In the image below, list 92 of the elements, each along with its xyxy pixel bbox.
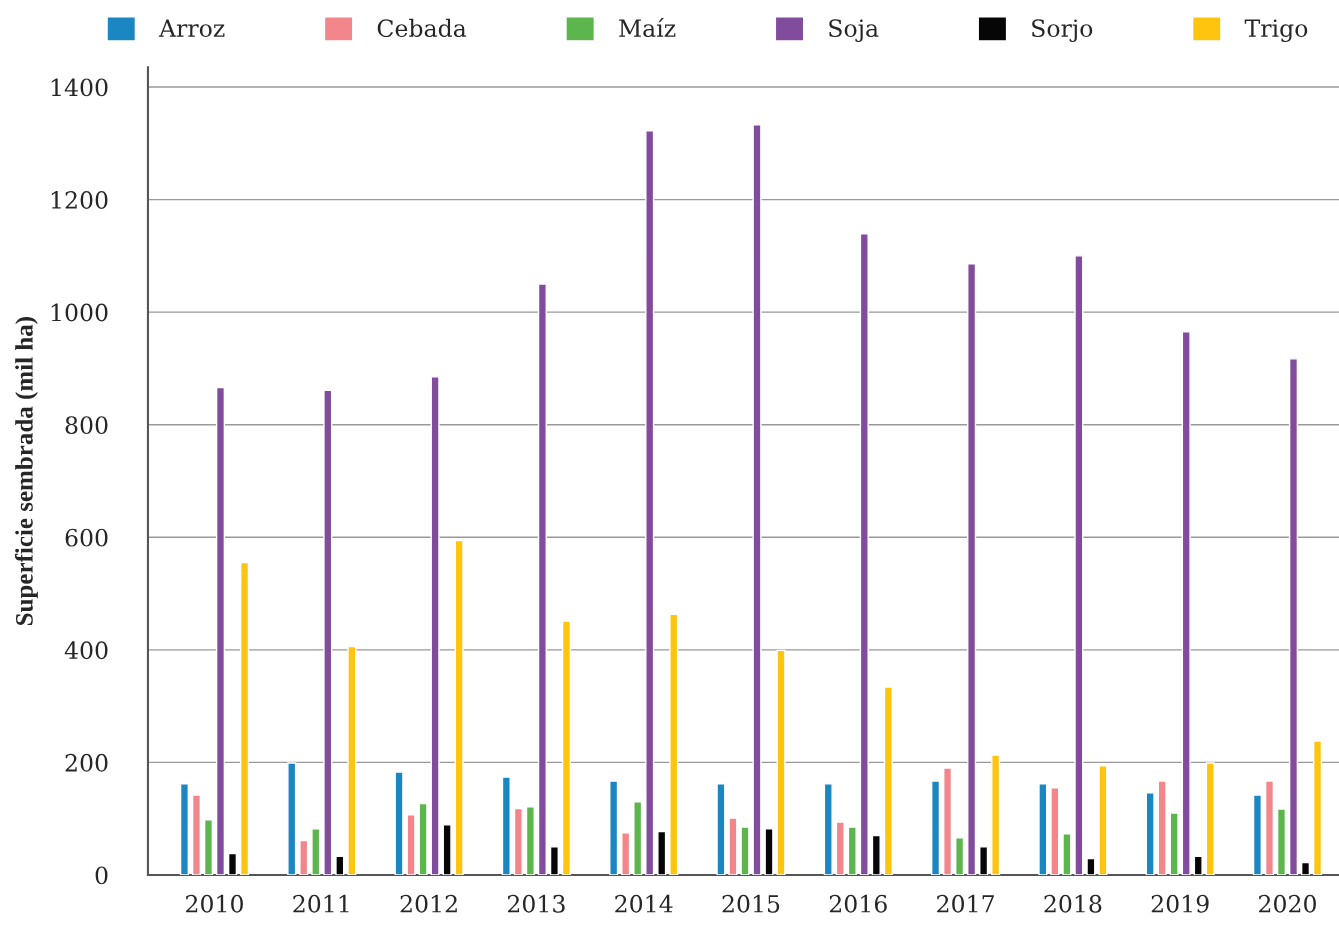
legend-label: Cebada [377,18,467,38]
bar [287,762,297,875]
legend-label: Arroz [158,19,225,38]
x-tick-label: 2011 [293,894,349,913]
bar [442,824,452,875]
bar [1276,808,1287,875]
bar [513,807,523,875]
bar [847,826,857,875]
bar [752,124,762,875]
bar [1062,833,1072,875]
bar [537,283,547,875]
y-tick-label: 1400 [51,78,108,97]
bar [871,834,881,875]
bar [991,754,1001,875]
bar [227,852,238,875]
y-tick-label: 1000 [51,303,108,322]
bar [740,826,750,875]
y-tick-label: 400 [64,641,108,660]
y-tick-label: 200 [65,753,108,772]
x-tick-label: 2015 [722,894,780,913]
bar [764,828,774,875]
y-tick-label: 1200 [51,191,108,209]
bar [621,832,631,875]
legend-label: Maíz [619,17,676,38]
x-tick-label: 2013 [507,894,565,913]
bar [859,233,869,875]
bar [191,794,202,875]
bar [1264,780,1275,875]
bar [430,376,440,875]
bar [728,817,738,875]
bar [179,783,189,875]
bar [979,846,989,875]
bar [1252,794,1263,875]
x-tick-label: 2012 [400,894,457,913]
bar [657,830,667,875]
bar [561,620,571,875]
bar [633,801,643,875]
y-tick-label: 800 [65,416,108,435]
bar [1169,812,1179,875]
bar [215,386,226,875]
bar [716,783,726,875]
bar [1145,792,1155,875]
legend-label: Soja [829,19,879,43]
bar [669,613,679,875]
bar [347,645,357,875]
bar [1098,765,1108,875]
bar [823,783,833,875]
bar [454,539,464,875]
bar [776,649,786,875]
bar [1193,855,1203,875]
bar [883,686,893,875]
bar [943,767,953,875]
bar [549,846,559,875]
y-axis-title: Superficie sembrada (mil ha) [14,317,38,626]
bar [967,263,977,875]
bar [1074,255,1084,875]
y-tick-label: 600 [65,528,108,547]
bar [323,389,333,875]
bar [203,819,214,875]
legend-label: Trigo [1244,19,1308,43]
bar [930,780,941,875]
bar [1050,787,1060,875]
bar [1038,783,1048,875]
bar [418,802,428,875]
bar [311,828,321,875]
bar [1205,762,1215,875]
bar [645,130,655,875]
x-tick-label: 2017 [937,894,994,913]
bar [501,776,511,875]
bar [1312,740,1323,875]
bar [335,855,345,875]
legend-label: Sorjo [1032,19,1093,43]
bar [1157,780,1167,875]
bar [609,780,619,875]
y-tick-label: 0 [95,866,108,885]
x-tick-label: 2010 [186,894,243,913]
bar [1086,857,1096,875]
x-tick-label: 2018 [1044,894,1102,913]
x-tick-label: 2014 [615,894,673,913]
bar [239,561,250,875]
x-tick-label: 2016 [829,894,887,913]
bar [1181,331,1191,875]
bar [955,837,965,875]
x-tick-label: 2019 [1151,894,1209,913]
bar [525,806,535,875]
bar [394,771,404,875]
bar [406,814,416,875]
x-tick-label: 2020 [1259,894,1316,913]
bar [1288,358,1299,875]
bar [299,839,309,875]
bar [835,821,845,875]
bar [1300,861,1311,875]
